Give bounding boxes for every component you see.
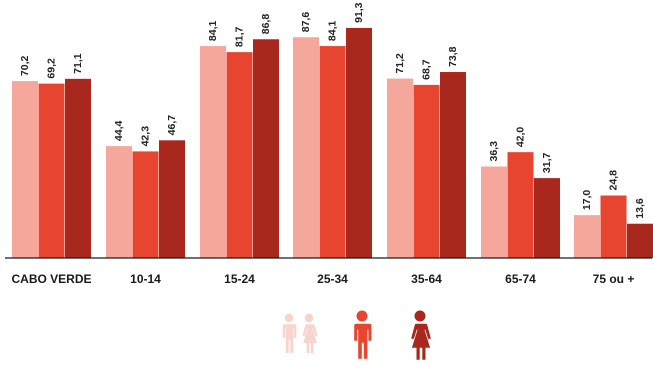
category-label: 10-14 bbox=[130, 272, 161, 286]
value-label: 13,6 bbox=[634, 198, 646, 219]
bar-35-64-female bbox=[440, 72, 466, 258]
value-label: 81,7 bbox=[233, 27, 245, 48]
value-label: 84,1 bbox=[326, 20, 338, 41]
value-labels-layer: 70,2 69,2 71,1 44,4 42,3 46,7 84,1 81,7 86,8 87,6… bbox=[19, 2, 646, 218]
value-label: 69,2 bbox=[45, 58, 57, 79]
category-label: 35-64 bbox=[411, 272, 442, 286]
category-labels-layer: CABO VERDE 10-14 15-24 25-34 35-64 65-74 75 ou… bbox=[11, 272, 634, 286]
bar-10-14-male bbox=[132, 151, 159, 258]
bar-25-34-female bbox=[346, 27, 372, 259]
value-label: 68,7 bbox=[420, 59, 432, 80]
category-label: 15-24 bbox=[224, 272, 255, 286]
value-label: 84,1 bbox=[207, 20, 219, 41]
value-label: 87,6 bbox=[300, 12, 312, 33]
category-label: 65-74 bbox=[505, 272, 536, 286]
value-label: 42,0 bbox=[514, 127, 526, 148]
value-label: 17,0 bbox=[581, 190, 593, 211]
bar-65-74-male-female bbox=[481, 166, 507, 258]
bar-cabo-verde-female bbox=[65, 78, 91, 258]
value-label: 31,7 bbox=[541, 153, 553, 174]
bar-65-74-female bbox=[534, 178, 560, 258]
bar-cabo-verde-male-female bbox=[12, 81, 38, 258]
value-label: 70,2 bbox=[19, 55, 31, 76]
bar-25-34-male bbox=[319, 46, 346, 259]
bar-35-64-male bbox=[413, 84, 440, 258]
value-label: 36,3 bbox=[488, 141, 500, 162]
category-label: CABO VERDE bbox=[11, 272, 91, 286]
bar-15-24-male-female bbox=[200, 46, 226, 259]
legend-item-female bbox=[411, 310, 431, 360]
bar-35-64-male-female bbox=[387, 78, 413, 259]
category-label: 75 ou + bbox=[593, 272, 635, 286]
value-label: 42,3 bbox=[139, 126, 151, 147]
value-label: 24,8 bbox=[607, 170, 619, 191]
value-label: 91,3 bbox=[353, 2, 365, 23]
bar-15-24-female bbox=[253, 39, 279, 258]
bar-15-24-male bbox=[226, 52, 253, 259]
legend-item-male-female bbox=[282, 313, 318, 354]
bars-layer bbox=[12, 27, 653, 259]
bar-10-14-male-female bbox=[106, 146, 132, 258]
bar-75-ou--female bbox=[627, 223, 653, 258]
male-icon bbox=[354, 310, 372, 359]
value-label: 73,8 bbox=[447, 46, 459, 67]
value-label: 86,8 bbox=[260, 14, 272, 35]
category-label: 25-34 bbox=[317, 272, 348, 286]
value-label: 44,4 bbox=[113, 121, 125, 142]
bar-65-74-male bbox=[507, 152, 534, 258]
bar-cabo-verde-male bbox=[38, 83, 65, 258]
bar-10-14-female bbox=[159, 140, 185, 258]
legend-item-male bbox=[354, 310, 372, 359]
bar-75-ou--male bbox=[600, 195, 627, 258]
value-label: 71,2 bbox=[394, 53, 406, 74]
bar-25-34-male-female bbox=[293, 37, 319, 258]
legend bbox=[282, 310, 431, 360]
bar-75-ou--male-female bbox=[574, 215, 600, 258]
value-label: 46,7 bbox=[166, 115, 178, 136]
male-female-icon bbox=[282, 313, 318, 354]
value-label: 71,1 bbox=[72, 53, 84, 74]
female-icon bbox=[411, 310, 431, 360]
